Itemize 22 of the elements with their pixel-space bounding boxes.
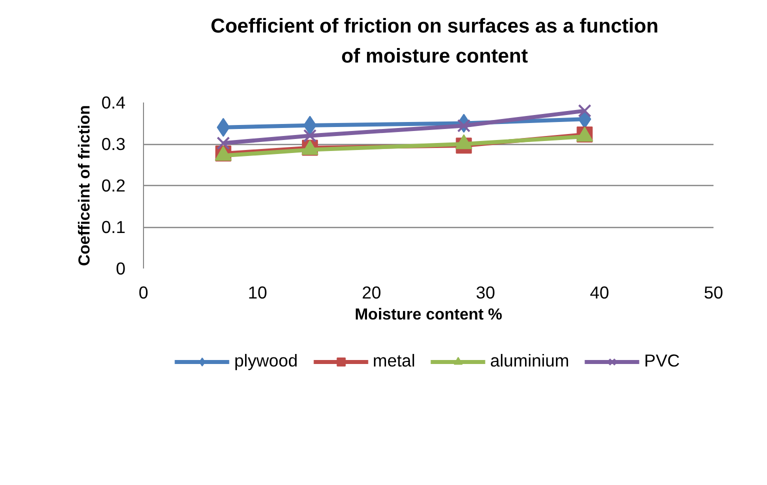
x-tick-label: 40: [590, 282, 610, 302]
point: [216, 136, 230, 150]
x-tick-label: 10: [248, 282, 268, 302]
x-tick-label: 20: [362, 282, 382, 302]
legend-label: metal: [372, 350, 416, 372]
point: [457, 119, 470, 132]
x-tick-label: 0: [138, 282, 148, 302]
x-tick-label: 30: [476, 282, 496, 302]
y-tick-label: 0.1: [101, 217, 126, 237]
y-tick-label: 0.2: [101, 176, 126, 196]
point: [578, 104, 592, 118]
legend-label: plywood: [234, 350, 298, 372]
x-axis-title: Moisture content %: [354, 306, 502, 324]
y-tick-label: 0: [116, 258, 126, 278]
chart-title: Coefficient of friction on surfaces as a function of moisture content: [210, 16, 658, 68]
x-tick-label: 50: [704, 282, 724, 302]
y-tick-label: 0.4: [101, 92, 126, 112]
legend-label: PVC: [644, 350, 680, 372]
y-tick-label: 0.3: [101, 134, 126, 154]
legend-label: aluminium: [490, 350, 570, 372]
y-axis-title: Coefficeint of friction: [76, 105, 94, 266]
point: [303, 129, 317, 142]
